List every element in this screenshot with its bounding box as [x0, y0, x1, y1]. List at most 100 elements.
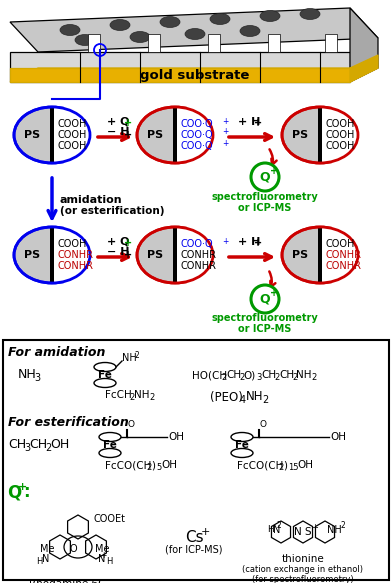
- Bar: [318, 227, 322, 283]
- Text: COOH: COOH: [58, 239, 87, 249]
- Text: Fe: Fe: [98, 370, 112, 380]
- Text: COO·Q: COO·Q: [181, 119, 214, 129]
- Ellipse shape: [282, 227, 358, 283]
- Text: 2: 2: [135, 350, 140, 360]
- Text: H: H: [106, 557, 113, 566]
- Text: COOH: COOH: [326, 130, 356, 140]
- Bar: [175, 107, 218, 163]
- Text: 2: 2: [292, 374, 297, 382]
- Ellipse shape: [60, 24, 80, 36]
- Text: Q: Q: [7, 483, 21, 501]
- Text: (PEO): (PEO): [210, 391, 243, 403]
- Text: PS: PS: [292, 250, 308, 260]
- Text: +: +: [124, 238, 132, 248]
- Text: CONHR: CONHR: [58, 250, 94, 260]
- Text: COOH: COOH: [58, 141, 87, 151]
- Text: COOH: COOH: [58, 130, 87, 140]
- Bar: [50, 227, 54, 283]
- Text: Me: Me: [40, 544, 54, 554]
- Text: NH: NH: [296, 370, 312, 380]
- Text: 2: 2: [45, 443, 51, 453]
- Bar: [320, 107, 363, 163]
- Text: +: +: [270, 166, 278, 176]
- Ellipse shape: [14, 227, 90, 283]
- Text: Fe: Fe: [235, 440, 249, 450]
- Bar: [325, 34, 337, 52]
- Text: (for spectrofluorometry): (for spectrofluorometry): [252, 575, 354, 583]
- Bar: [318, 107, 322, 163]
- Text: 2: 2: [277, 522, 282, 531]
- Text: NH: NH: [327, 525, 342, 535]
- Text: +: +: [312, 522, 318, 532]
- Text: HO(CH: HO(CH: [192, 370, 227, 380]
- Text: +: +: [18, 482, 27, 492]
- Bar: [320, 227, 363, 283]
- Bar: [88, 34, 100, 52]
- Text: 5: 5: [156, 463, 161, 472]
- Text: CONHR: CONHR: [58, 261, 94, 271]
- Text: O): O): [243, 370, 255, 380]
- Text: CH: CH: [226, 370, 241, 380]
- Text: COOEt: COOEt: [94, 514, 126, 524]
- Text: spectrofluorometry: spectrofluorometry: [212, 313, 318, 323]
- Polygon shape: [350, 8, 378, 82]
- Text: 2: 2: [274, 374, 279, 382]
- Text: For esterification: For esterification: [8, 416, 129, 430]
- FancyBboxPatch shape: [3, 340, 389, 580]
- Text: FcCH: FcCH: [105, 390, 132, 400]
- Text: PS: PS: [24, 250, 40, 260]
- Ellipse shape: [130, 31, 150, 43]
- Text: +: +: [223, 139, 229, 147]
- Text: +: +: [223, 237, 229, 245]
- Text: 2: 2: [239, 374, 244, 382]
- Text: N: N: [294, 527, 302, 537]
- Bar: [52, 107, 95, 163]
- Text: O: O: [260, 420, 267, 429]
- Text: OH: OH: [168, 432, 184, 442]
- Text: NH: NH: [134, 390, 149, 400]
- Text: FcCO(CH: FcCO(CH: [237, 460, 283, 470]
- Text: or ICP-MS: or ICP-MS: [238, 324, 292, 334]
- Text: OH: OH: [161, 460, 177, 470]
- Text: 2: 2: [278, 463, 283, 472]
- Text: +: +: [124, 118, 132, 128]
- Text: NH: NH: [122, 353, 137, 363]
- Ellipse shape: [240, 26, 260, 37]
- Text: COO·Q: COO·Q: [181, 130, 214, 140]
- Text: 3: 3: [34, 373, 40, 383]
- Text: Rhodamine 6G: Rhodamine 6G: [29, 579, 107, 583]
- Text: CONHR: CONHR: [181, 250, 217, 260]
- Text: CH: CH: [279, 370, 294, 380]
- Text: 2: 2: [129, 394, 134, 402]
- Ellipse shape: [110, 19, 130, 30]
- Text: ): ): [151, 460, 155, 470]
- Ellipse shape: [14, 107, 90, 163]
- Text: N: N: [42, 554, 49, 564]
- Text: COOH: COOH: [326, 239, 356, 249]
- Ellipse shape: [160, 16, 180, 27]
- Text: PS: PS: [147, 250, 163, 260]
- Polygon shape: [10, 52, 350, 82]
- Text: N: N: [98, 554, 105, 564]
- Text: 2: 2: [149, 394, 154, 402]
- Text: − H: − H: [107, 127, 129, 137]
- Text: +: +: [254, 238, 262, 248]
- Polygon shape: [10, 8, 378, 52]
- Text: (or esterification): (or esterification): [60, 206, 165, 216]
- Text: 3: 3: [24, 443, 30, 453]
- Ellipse shape: [75, 34, 95, 45]
- Text: thionine: thionine: [281, 554, 324, 564]
- Circle shape: [251, 163, 279, 191]
- Text: 2: 2: [311, 374, 316, 382]
- Ellipse shape: [210, 13, 230, 24]
- Text: spectrofluorometry: spectrofluorometry: [212, 192, 318, 202]
- Text: O: O: [128, 420, 135, 429]
- Text: Q: Q: [260, 293, 270, 305]
- Text: COOH: COOH: [326, 141, 356, 151]
- Text: Q: Q: [260, 170, 270, 184]
- Text: + H: + H: [238, 237, 260, 247]
- Text: CH: CH: [261, 370, 276, 380]
- Polygon shape: [10, 68, 378, 82]
- Text: 4: 4: [240, 395, 246, 405]
- Text: gold substrate: gold substrate: [140, 69, 250, 83]
